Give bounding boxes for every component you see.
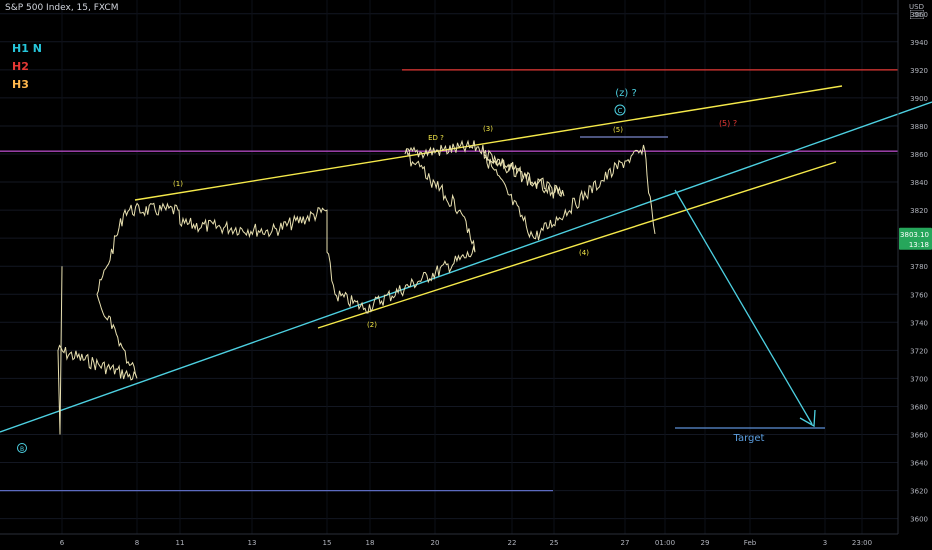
y-tick-label: 3840	[910, 179, 928, 187]
y-tick-label: 3760	[910, 291, 928, 299]
y-tick-label: 3660	[910, 432, 928, 440]
x-tick-label: 23:00	[852, 539, 872, 547]
x-tick-label: 8	[135, 539, 139, 547]
y-tick-label: 3700	[910, 375, 928, 383]
y-tick-label: 3640	[910, 460, 928, 468]
wave-label-5-question: (5) ?	[719, 119, 737, 128]
legend-h1: H1 N	[12, 42, 42, 55]
wave-b-circle	[17, 443, 27, 453]
wave-label-4: (4)	[579, 249, 589, 257]
x-tick-label: 01:00	[655, 539, 675, 547]
x-tick-label: 13	[248, 539, 257, 547]
projection-arrow-line	[674, 189, 813, 425]
wave-label-z: (z) ?	[615, 88, 637, 99]
y-tick-label: 3900	[910, 95, 928, 103]
x-tick-label: 20	[431, 539, 440, 547]
y-tick-label: 3600	[910, 516, 928, 524]
ed-label: ED ?	[428, 134, 444, 142]
x-tick-label: Feb	[744, 539, 757, 547]
currency-label: USD	[909, 3, 924, 11]
bar-countdown: 13:18	[909, 241, 929, 249]
wave-label-2: (2)	[367, 321, 377, 329]
y-tick-label: 3780	[910, 263, 928, 271]
legend-h3: H3	[12, 78, 29, 91]
y-tick-label: 3720	[910, 347, 928, 355]
y-tick-label: 3820	[910, 207, 928, 215]
projection-arrow-head	[799, 409, 816, 428]
x-tick-label: 22	[508, 539, 517, 547]
wave-label-b: B	[20, 446, 24, 453]
last-price-badge	[899, 227, 932, 250]
wave-label-3: (3)	[483, 125, 493, 133]
target-label: Target	[733, 433, 765, 444]
y-tick-label: 3920	[910, 67, 928, 75]
x-tick-label: 6	[60, 539, 65, 547]
y-tick-label: 3880	[910, 123, 928, 131]
x-tick-label: 29	[701, 539, 710, 547]
last-price-value: 3803.10	[900, 231, 929, 239]
wave-label-5: (5)	[613, 126, 623, 134]
settings-icon[interactable]	[910, 10, 924, 19]
wave-label-c: C	[618, 107, 623, 115]
y-tick-label: 3740	[910, 319, 928, 327]
x-tick-label: 27	[621, 539, 630, 547]
upper-wedge-line	[134, 85, 843, 201]
y-tick-label: 3680	[910, 403, 928, 411]
price-series	[57, 139, 656, 435]
cyan-trend-line	[0, 101, 932, 433]
y-tick-label: 3860	[910, 151, 928, 159]
x-tick-label: 15	[323, 539, 332, 547]
lower-wedge-line	[317, 161, 837, 329]
wave-c-circle	[614, 104, 626, 116]
y-tick-label: 3940	[910, 39, 928, 47]
x-tick-label: 11	[176, 539, 185, 547]
y-tick-label: 3960	[910, 11, 928, 19]
wave-label-1: (1)	[173, 180, 183, 188]
y-tick-label: 3620	[910, 488, 928, 496]
x-tick-label: 18	[366, 539, 375, 547]
x-tick-label: 3	[823, 539, 827, 547]
legend-h2: H2	[12, 60, 29, 73]
x-tick-label: 25	[550, 539, 559, 547]
symbol-header: S&P 500 Index, 15, FXCM	[5, 3, 119, 13]
